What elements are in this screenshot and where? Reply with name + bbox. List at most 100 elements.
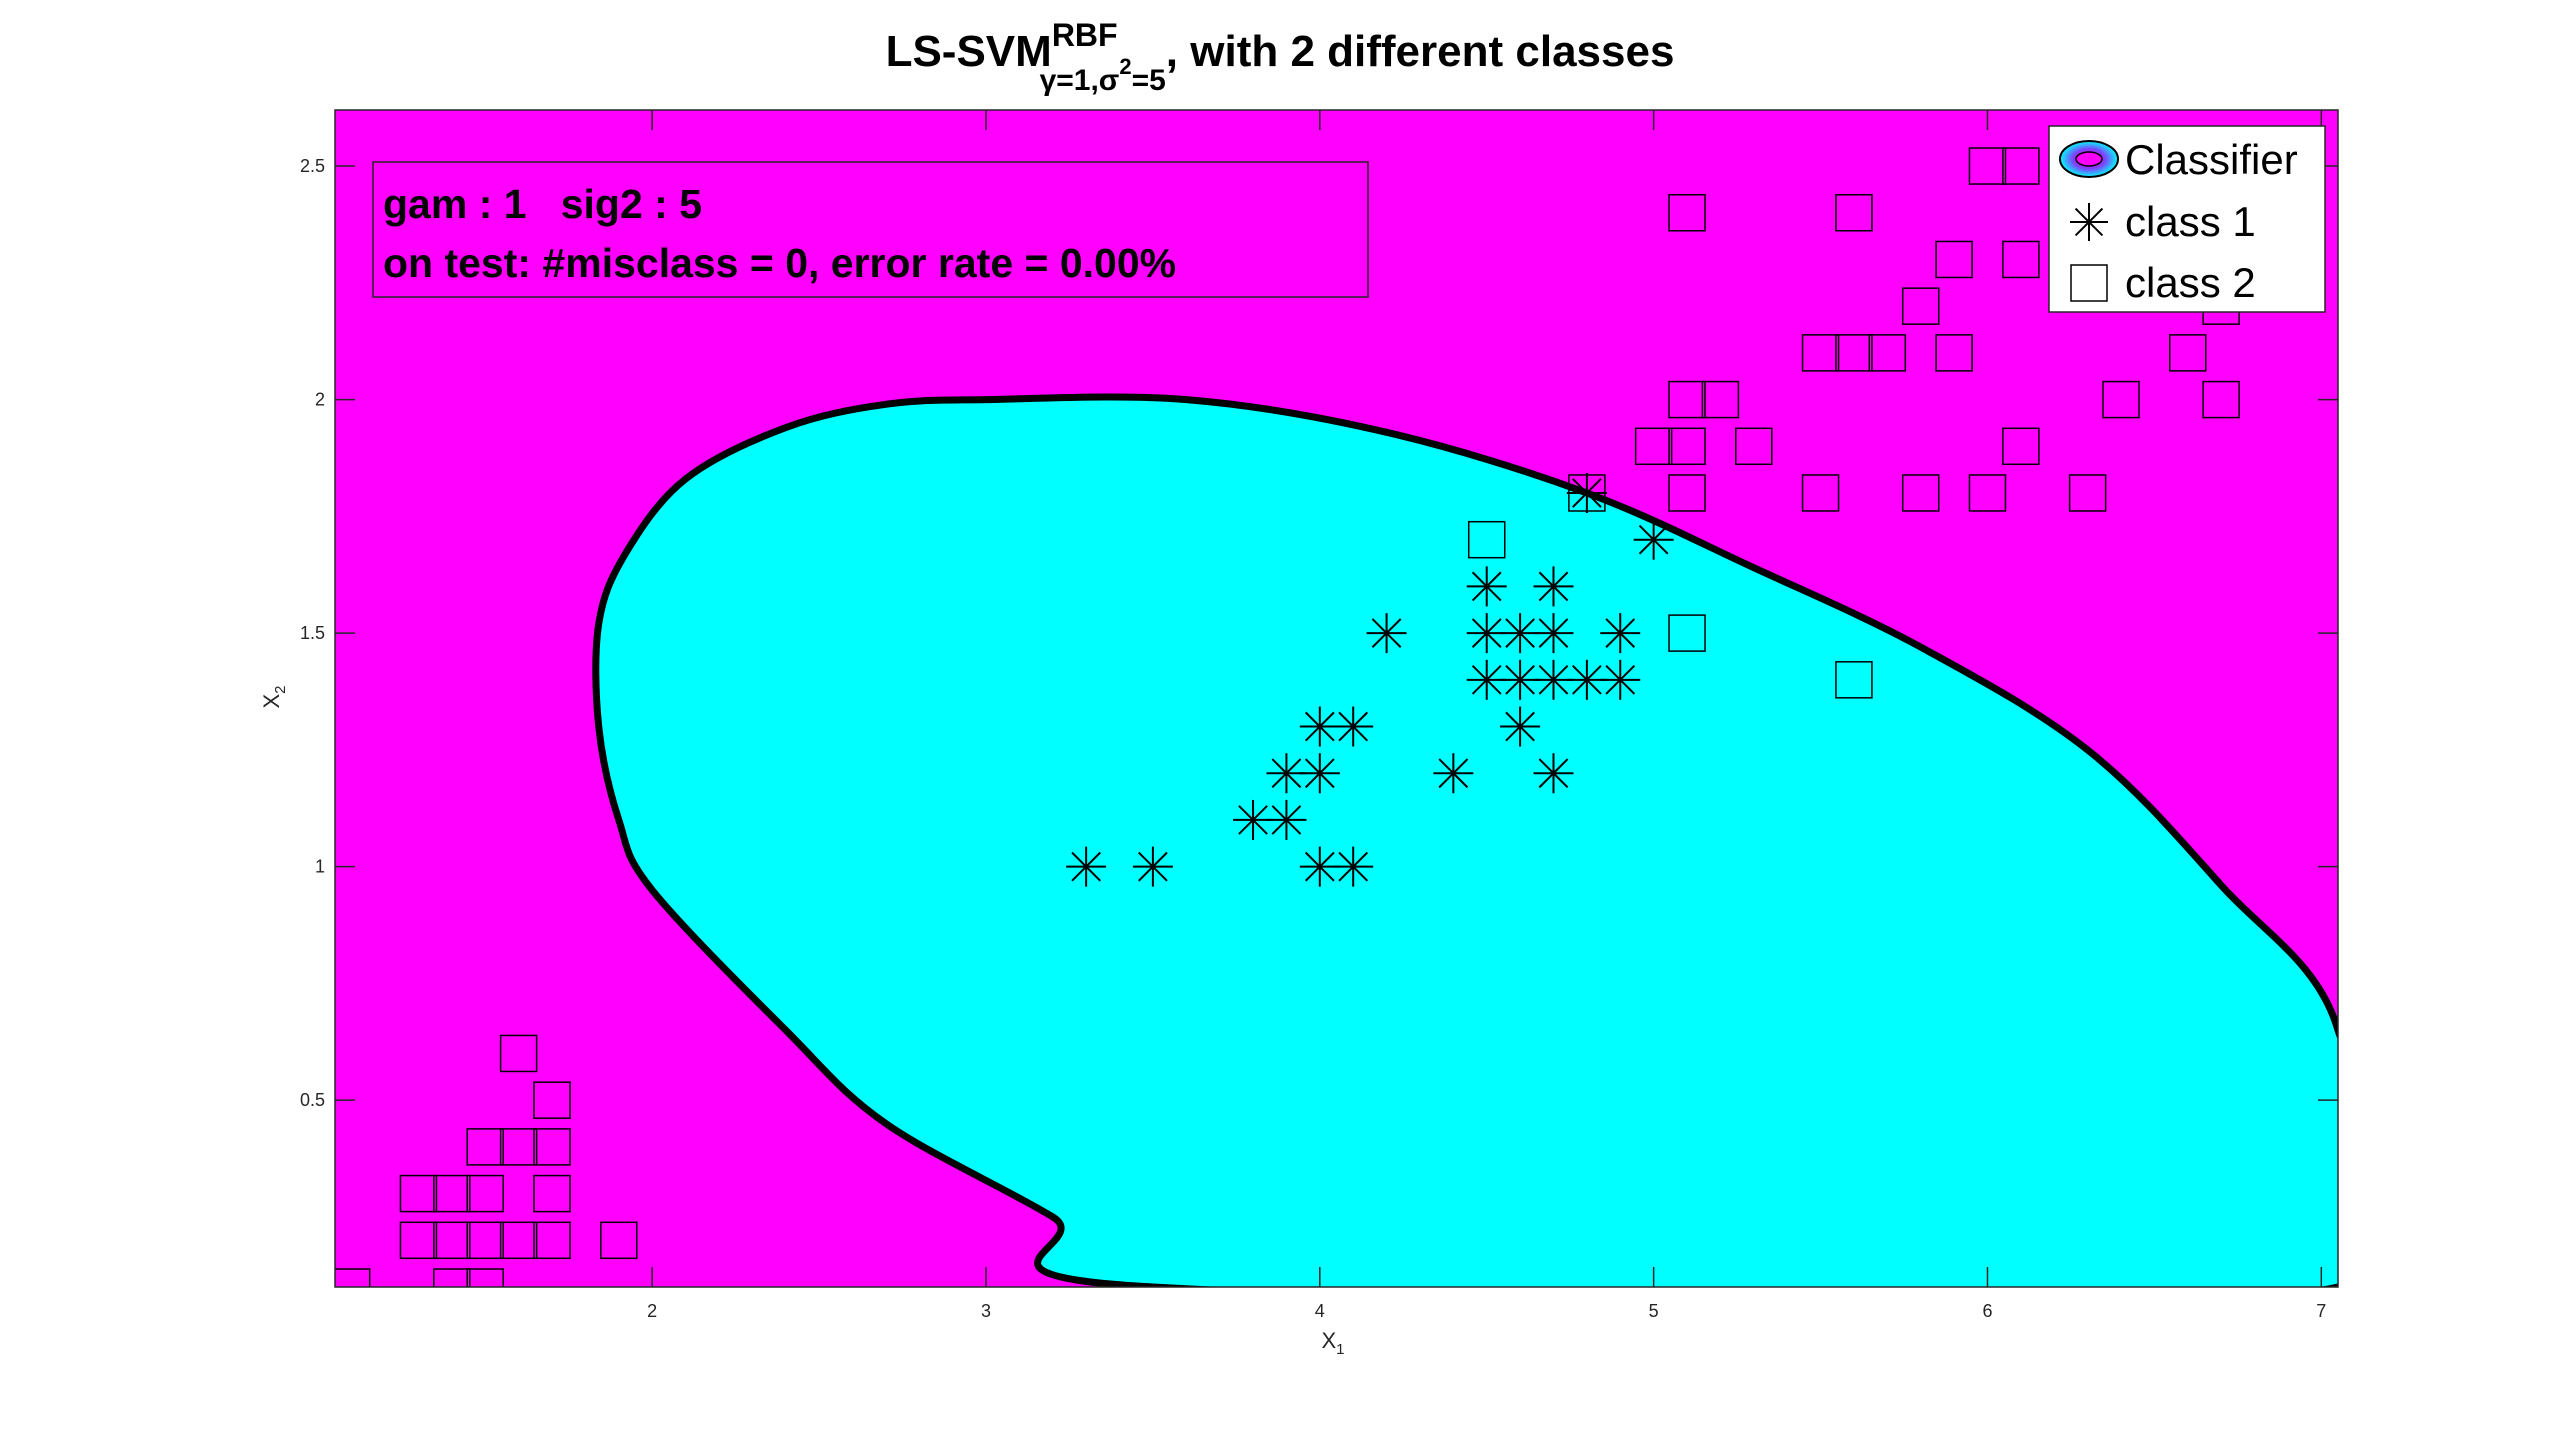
class-2-point xyxy=(433,1221,471,1260)
x-tick-label: 5 xyxy=(1649,1301,1659,1321)
class-2-point xyxy=(1968,474,2007,512)
class-2-point xyxy=(1668,614,1706,652)
class-2-point xyxy=(1668,474,1706,512)
title-subscript-power: 2 xyxy=(1119,54,1131,79)
class-2-point xyxy=(466,1128,504,1166)
data-markers xyxy=(335,147,2240,1287)
x-tick-label: 4 xyxy=(1315,1301,1325,1321)
class-1-point xyxy=(1500,659,1541,700)
class-2-point xyxy=(2002,147,2040,185)
class-1-point xyxy=(1600,659,1641,700)
class-2-point xyxy=(1801,474,1840,512)
class-2-point xyxy=(1968,147,2007,185)
class-1-point xyxy=(1299,706,1340,747)
chart-title: LS-SVMRBF γ=1,σ2=5, with 2 different clas… xyxy=(886,17,1675,97)
title-subscript: γ=1,σ xyxy=(1040,64,1120,97)
class-1-point xyxy=(1533,753,1574,794)
annotation-border xyxy=(372,161,1369,298)
class-2-point xyxy=(600,1221,638,1260)
class-2-point xyxy=(499,1221,538,1260)
legend-label-class-1: class 1 xyxy=(2125,198,2256,245)
y-ticks: 0.5 1 1.5 2 2.5 xyxy=(300,156,2338,1110)
title-superscript: RBF xyxy=(1052,17,1118,53)
title-subscript-tail: =5 xyxy=(1132,64,1166,97)
class-1-point xyxy=(1066,846,1107,887)
class-1-point xyxy=(1333,706,1374,747)
class-2-point xyxy=(1901,474,1940,512)
asterisk-marker-icon xyxy=(2070,203,2108,241)
class-1-point xyxy=(1466,566,1507,607)
class-1-point xyxy=(1299,846,1340,887)
annotation-line-2: on test: #misclass = 0, error rate = 0.0… xyxy=(383,240,1176,286)
y-tick-label: 0.5 xyxy=(300,1090,325,1110)
class-2-point xyxy=(2169,334,2207,372)
class-2-point xyxy=(1835,334,1873,372)
class-1-point xyxy=(1600,613,1641,654)
class-1-point xyxy=(1266,799,1307,840)
class-1-point xyxy=(1466,613,1507,654)
class-1-point xyxy=(1533,613,1574,654)
legend-label-classifier: Classifier xyxy=(2125,136,2298,183)
class-2-point xyxy=(1935,240,1973,279)
title-main: LS-SVM xyxy=(886,27,1052,76)
class-2-point xyxy=(399,1174,438,1213)
legend: Classifier class 1 class 2 xyxy=(2048,125,2326,313)
class-2-point xyxy=(2202,380,2240,419)
class-2-point xyxy=(1634,427,1673,466)
class-1-point xyxy=(1132,846,1173,887)
class-2-point xyxy=(1467,520,1506,559)
class-2-point xyxy=(2102,380,2140,419)
class-1-point xyxy=(1500,613,1541,654)
class-2-point xyxy=(1935,334,1973,372)
axes-box xyxy=(334,109,2339,1288)
class-1-point xyxy=(1333,846,1374,887)
class-2-point xyxy=(466,1268,504,1287)
x-tick-label: 7 xyxy=(2316,1301,2326,1321)
class-1-point xyxy=(1366,613,1407,654)
legend-entry-classifier: Classifier xyxy=(2059,136,2298,183)
y-tick-label: 1.5 xyxy=(300,623,325,643)
x-tick-label: 2 xyxy=(647,1301,657,1321)
classifier-swatch-inner-icon xyxy=(2075,151,2103,167)
legend-entry-class-2: class 2 xyxy=(2070,259,2256,306)
class-2-point xyxy=(533,1128,571,1166)
class-1-point xyxy=(1566,659,1607,700)
class-2-point xyxy=(399,1221,438,1260)
class-2-point xyxy=(499,1034,538,1073)
class-2-point xyxy=(1668,380,1706,419)
y-tick-label: 1 xyxy=(315,857,325,877)
class-2-point xyxy=(466,1174,504,1213)
class-2-point xyxy=(533,1081,571,1119)
class-1-point xyxy=(1466,659,1507,700)
class-2-point xyxy=(499,1128,538,1166)
class-2-point xyxy=(335,1268,371,1287)
x-axis-label: X1 xyxy=(1321,1328,1344,1358)
class-1-point xyxy=(1233,799,1274,840)
class-2-point xyxy=(2002,240,2040,279)
class-2-point xyxy=(533,1174,571,1213)
annotation-line-1: gam : 1 sig2 : 5 xyxy=(383,181,702,227)
class-2-point xyxy=(433,1268,471,1287)
class-2-point xyxy=(1735,427,1773,466)
class-1-point xyxy=(1266,753,1307,794)
x-tick-label: 3 xyxy=(981,1301,991,1321)
class-1-point xyxy=(1299,753,1340,794)
class-1-point xyxy=(1633,519,1674,560)
class-1-point xyxy=(1566,472,1607,513)
y-axis-label: X2 xyxy=(259,685,289,708)
class-2-point xyxy=(466,1221,504,1260)
class-1-point xyxy=(1433,753,1474,794)
class-2-point xyxy=(1668,194,1706,232)
class-2-point xyxy=(1868,334,1907,372)
class-2-point xyxy=(1568,474,1606,512)
annotation-box: gam : 1 sig2 : 5 on test: #misclass = 0,… xyxy=(372,161,1369,298)
class-1-point xyxy=(1500,706,1541,747)
class-2-point xyxy=(2002,427,2040,466)
legend-entry-class-1: class 1 xyxy=(2070,198,2256,245)
y-tick-label: 2.5 xyxy=(300,156,325,176)
class-2-point xyxy=(533,1221,571,1260)
class-2-point xyxy=(1801,334,1840,372)
class-2-point xyxy=(1701,380,1740,419)
y-tick-label: 2 xyxy=(315,390,325,410)
